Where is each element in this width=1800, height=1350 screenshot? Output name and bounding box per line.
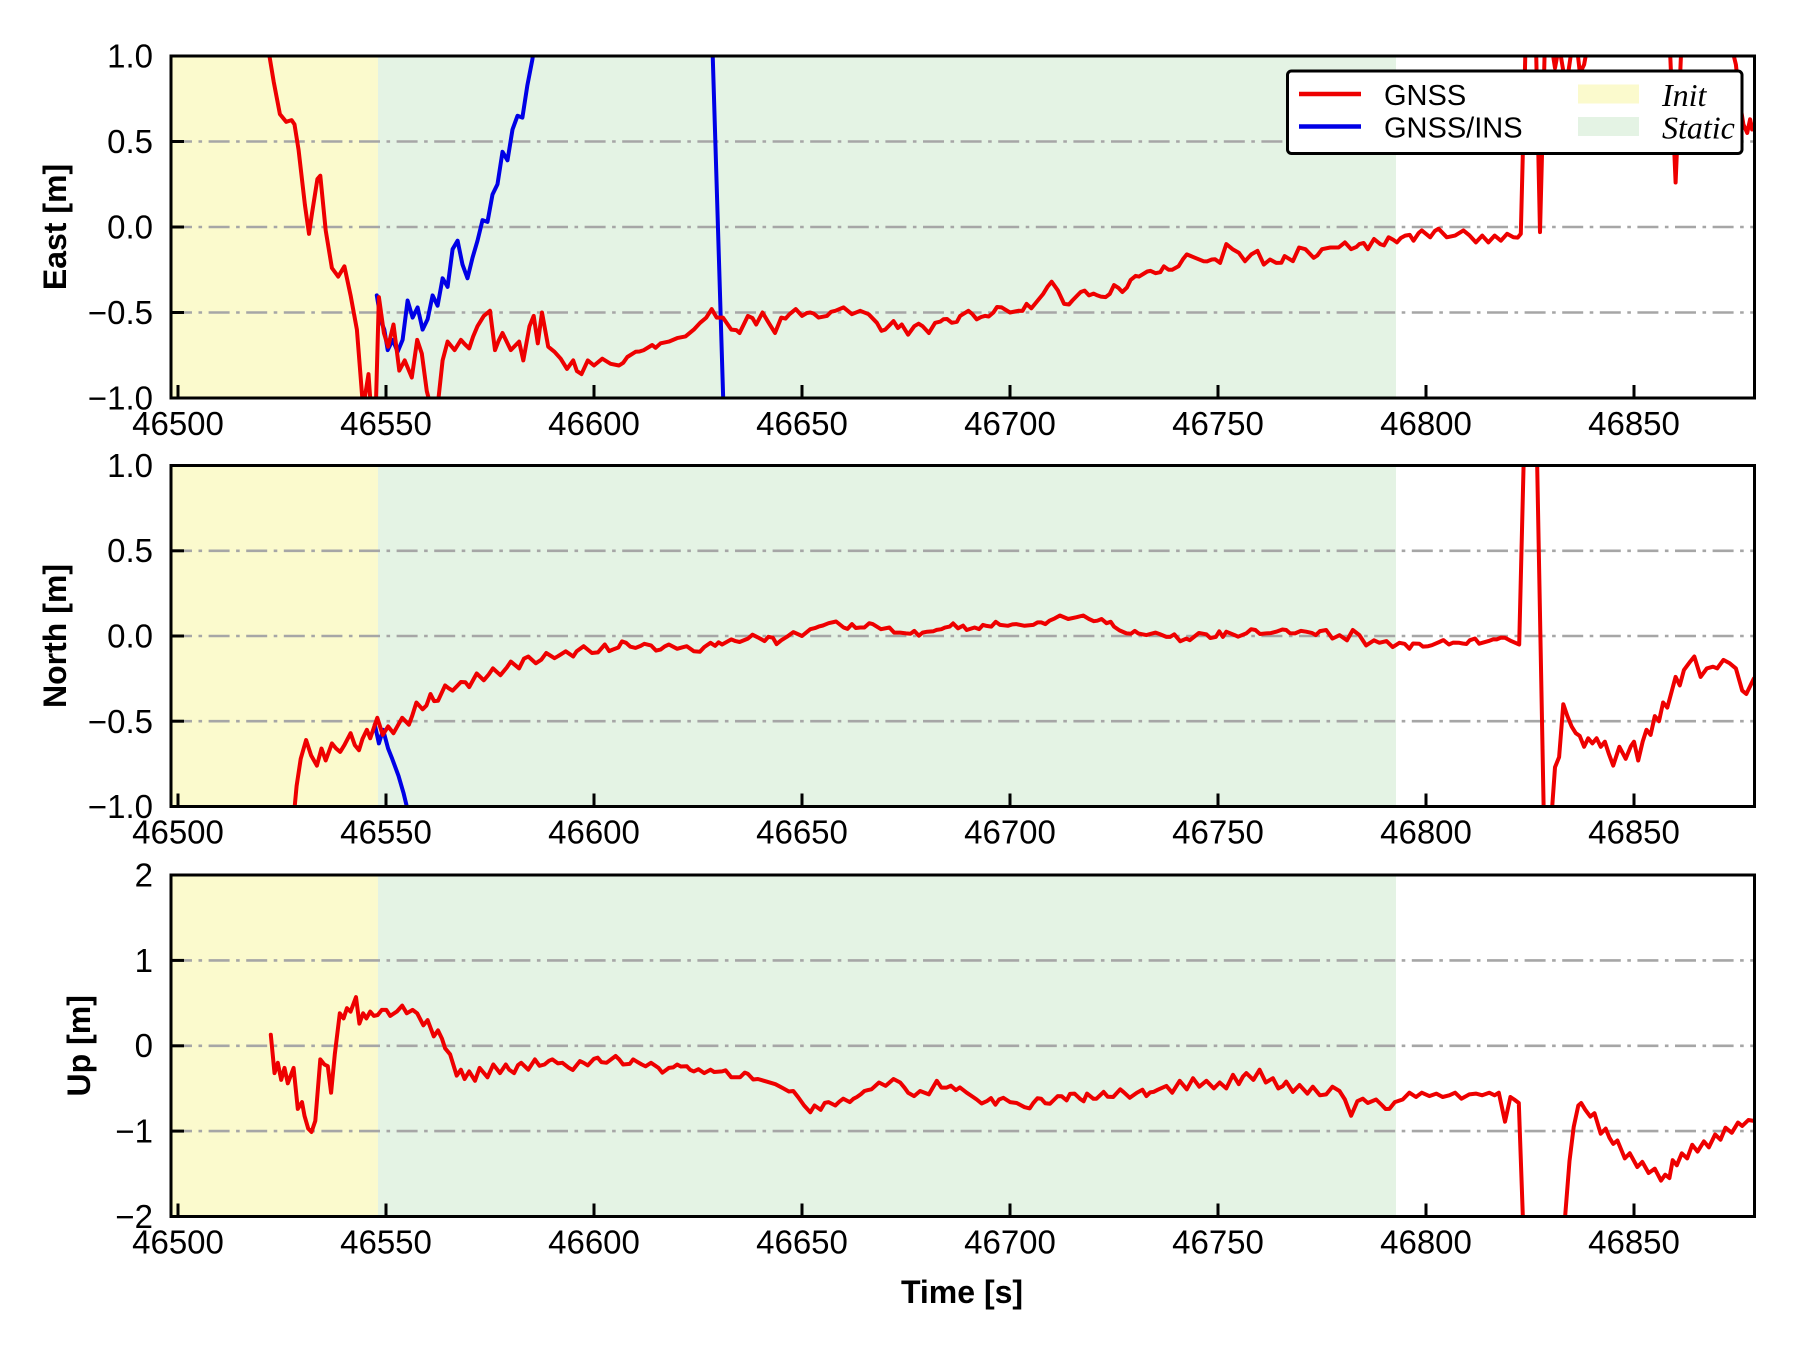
svg-text:−1.0: −1.0 <box>88 788 153 825</box>
svg-text:East [m]: East [m] <box>37 164 73 290</box>
svg-text:−2: −2 <box>115 1198 153 1235</box>
svg-text:North [m]: North [m] <box>37 564 73 708</box>
svg-text:−0.5: −0.5 <box>88 703 153 740</box>
svg-text:46750: 46750 <box>1172 1224 1264 1261</box>
svg-text:46500: 46500 <box>132 814 224 851</box>
svg-text:46800: 46800 <box>1380 814 1472 851</box>
svg-text:0.0: 0.0 <box>107 618 153 655</box>
svg-text:−0.5: −0.5 <box>88 294 153 331</box>
svg-text:−1.0: −1.0 <box>88 380 153 417</box>
svg-text:46800: 46800 <box>1380 1224 1472 1261</box>
svg-text:−1: −1 <box>115 1113 153 1150</box>
svg-text:46650: 46650 <box>756 1224 848 1261</box>
svg-text:46600: 46600 <box>548 405 640 442</box>
svg-text:46650: 46650 <box>756 405 848 442</box>
svg-text:46850: 46850 <box>1588 405 1680 442</box>
svg-text:46550: 46550 <box>340 814 432 851</box>
svg-text:Up [m]: Up [m] <box>61 995 97 1096</box>
svg-text:Static: Static <box>1662 110 1735 146</box>
svg-text:46750: 46750 <box>1172 405 1264 442</box>
svg-text:GNSS: GNSS <box>1384 80 1466 112</box>
svg-text:46550: 46550 <box>340 405 432 442</box>
svg-text:1.0: 1.0 <box>107 38 153 75</box>
svg-text:46850: 46850 <box>1588 814 1680 851</box>
svg-text:Time [s]: Time [s] <box>901 1274 1023 1310</box>
svg-text:46700: 46700 <box>964 1224 1056 1261</box>
svg-text:46700: 46700 <box>964 405 1056 442</box>
svg-text:1: 1 <box>135 942 153 979</box>
svg-text:46550: 46550 <box>340 1224 432 1261</box>
svg-text:46750: 46750 <box>1172 814 1264 851</box>
svg-text:0.5: 0.5 <box>107 532 153 569</box>
svg-text:2: 2 <box>135 857 153 894</box>
svg-text:46800: 46800 <box>1380 405 1472 442</box>
svg-text:GNSS/INS: GNSS/INS <box>1384 113 1523 145</box>
svg-text:46500: 46500 <box>132 405 224 442</box>
svg-text:1.0: 1.0 <box>107 447 153 484</box>
svg-text:46650: 46650 <box>756 814 848 851</box>
svg-text:46600: 46600 <box>548 1224 640 1261</box>
svg-text:0: 0 <box>135 1027 153 1064</box>
svg-text:46850: 46850 <box>1588 1224 1680 1261</box>
svg-text:46500: 46500 <box>132 1224 224 1261</box>
svg-text:46600: 46600 <box>548 814 640 851</box>
svg-text:46700: 46700 <box>964 814 1056 851</box>
svg-text:0.5: 0.5 <box>107 123 153 160</box>
svg-text:Init: Init <box>1661 77 1708 113</box>
svg-text:0.0: 0.0 <box>107 209 153 246</box>
